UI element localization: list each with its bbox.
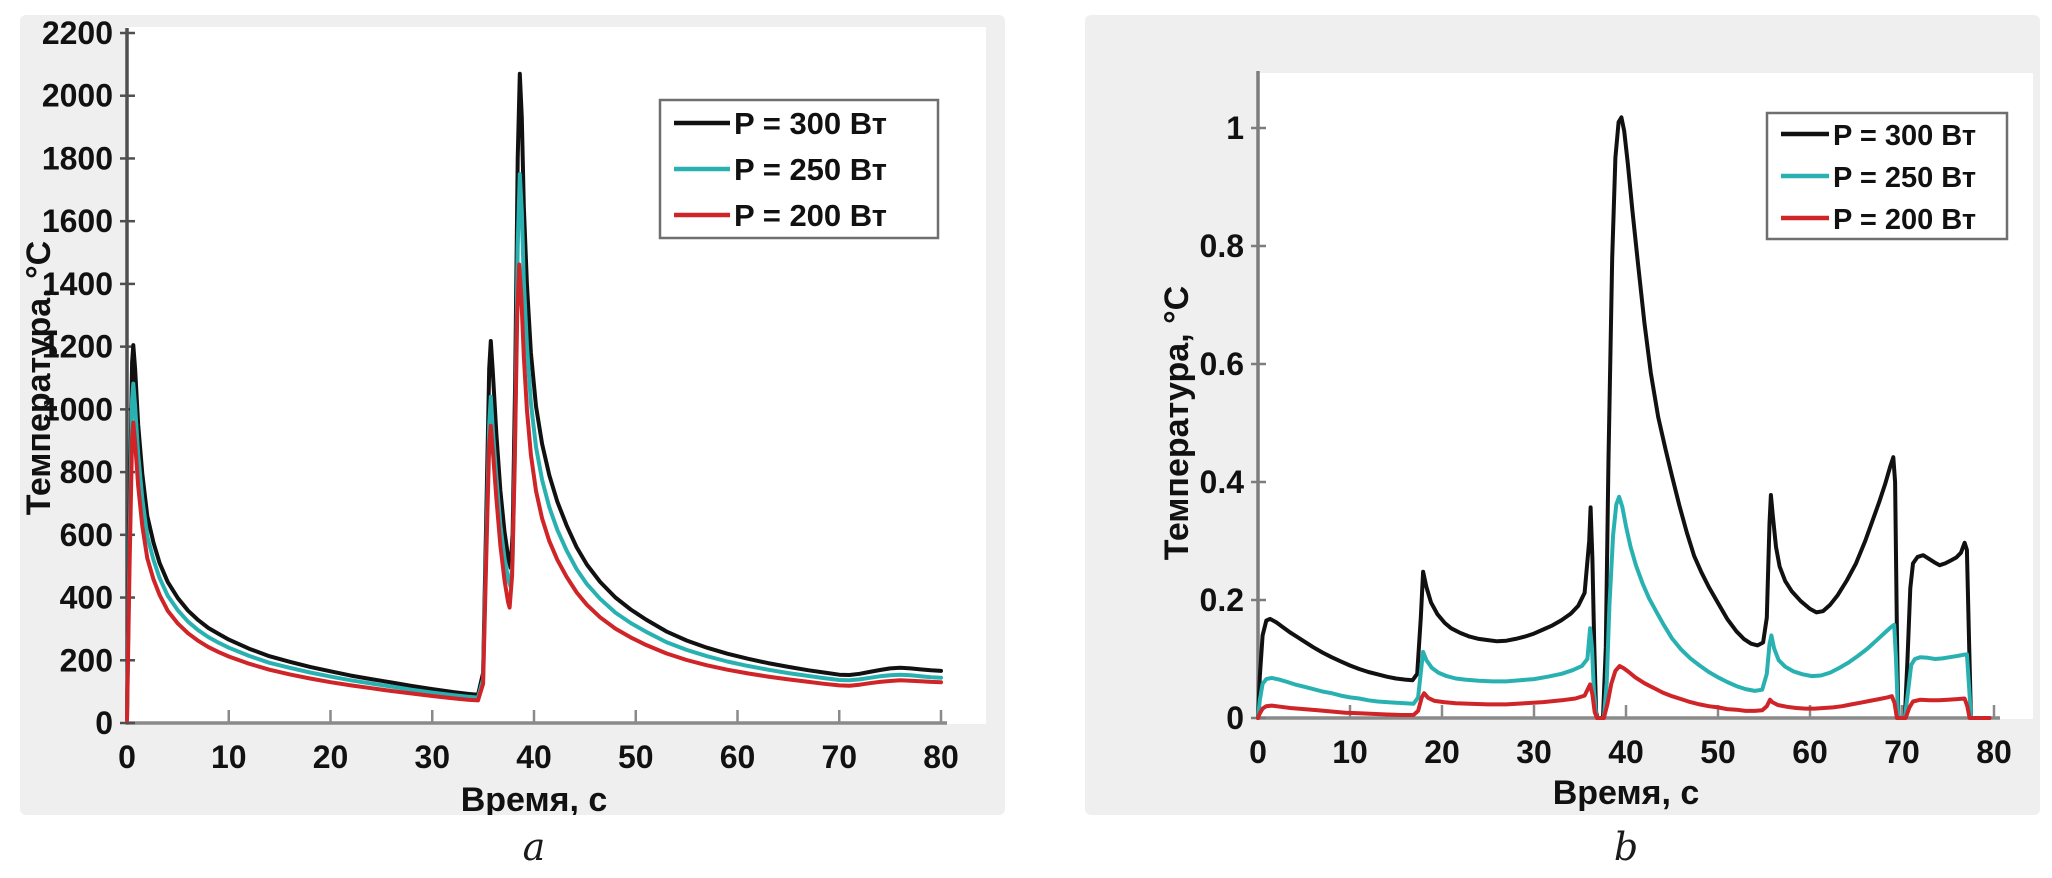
x-tick-label: 40	[516, 739, 552, 775]
y-tick-label: 0.2	[1200, 582, 1244, 618]
legend: P = 300 Вт P = 250 Вт P = 200 Вт	[658, 98, 940, 240]
chart-b-svg: 0 10 20 30 40 50 60 70 80 Время, с 0 0.2 0.4 0.6 0.8 1 Т…	[1158, 71, 2033, 812]
x-tick-label: 30	[1516, 734, 1552, 770]
y-tick-label: 600	[60, 517, 113, 553]
y-tick-label: 2000	[42, 78, 113, 114]
y-tick-label: 1000	[42, 391, 113, 427]
x-tick-label: 80	[923, 739, 959, 775]
x-tick-label: 70	[1884, 734, 1920, 770]
x-tick-label: 10	[1332, 734, 1368, 770]
x-axis-label: Время, с	[461, 781, 608, 815]
y-tick-label: 400	[60, 580, 113, 616]
x-tick-label: 70	[821, 739, 857, 775]
y-tick-label: 200	[60, 642, 113, 678]
series-line-2	[1256, 494, 1992, 720]
y-tick-label: 0	[1226, 700, 1244, 736]
x-tick-label: 50	[1700, 734, 1736, 770]
legend: P = 300 Вт P = 250 Вт P = 200 Вт	[1765, 111, 2009, 241]
series-line-3	[1256, 664, 1992, 720]
chart-a: 0 10 20 30 40 50 60 70 80 Время, с 0 200 400 600 800 10…	[20, 15, 1005, 815]
y-tick-label: 1600	[42, 203, 113, 239]
y-tick-label: 1800	[42, 140, 113, 176]
y-tick-label: 0.4	[1200, 464, 1245, 500]
y-tick-label: 0.8	[1200, 228, 1244, 264]
legend-label-3: P = 200 Вт	[734, 198, 887, 233]
x-tick-label: 60	[720, 739, 756, 775]
legend-label-1: P = 300 Вт	[1833, 120, 1976, 152]
x-tick-label: 20	[1424, 734, 1460, 770]
y-tick-label: 1200	[42, 329, 113, 365]
x-tick-label: 20	[313, 739, 349, 775]
legend-label-2: P = 250 Вт	[1833, 162, 1976, 194]
y-tick-label: 0	[95, 705, 113, 741]
x-axis: 0 10 20 30 40 50 60 70 80 Время, с	[118, 710, 959, 815]
series-line-3	[125, 262, 943, 722]
y-axis: 0 200 400 600 800 1000 1200 1400 1600 1800 2000 220…	[20, 15, 135, 741]
legend-label-2: P = 250 Вт	[734, 152, 887, 187]
chart-b: 0 10 20 30 40 50 60 70 80 Время, с 0 0.2 0.4 0.6 0.8 1 Т…	[1085, 15, 2040, 815]
x-tick-label: 50	[618, 739, 654, 775]
y-tick-label: 0.6	[1200, 346, 1244, 382]
chart-b-panel: 0 10 20 30 40 50 60 70 80 Время, с 0 0.2 0.4 0.6 0.8 1 Т…	[1085, 15, 2040, 815]
y-tick-label: 800	[60, 454, 113, 490]
legend-label-1: P = 300 Вт	[734, 106, 887, 141]
y-tick-label: 1400	[42, 266, 113, 302]
x-tick-label: 60	[1792, 734, 1828, 770]
chart-a-svg: 0 10 20 30 40 50 60 70 80 Время, с 0 200 400 600 800 10…	[20, 15, 986, 815]
chart-a-caption: a	[522, 825, 546, 869]
y-tick-label: 1	[1226, 110, 1244, 146]
x-tick-label: 10	[211, 739, 247, 775]
chart-a-panel: 0 10 20 30 40 50 60 70 80 Время, с 0 200 400 600 800 10…	[20, 15, 1005, 815]
x-axis-label: Время, с	[1553, 774, 1700, 812]
y-tick-label: 2200	[42, 15, 113, 51]
y-axis: 0 0.2 0.4 0.6 0.8 1 Температура, °C	[1158, 71, 1266, 736]
chart-b-caption: b	[1613, 825, 1639, 869]
x-tick-label: 40	[1608, 734, 1644, 770]
legend-label-3: P = 200 Вт	[1833, 204, 1976, 236]
x-axis: 0 10 20 30 40 50 60 70 80 Время, с	[1249, 705, 2012, 812]
x-tick-label: 80	[1976, 734, 2012, 770]
series-line-1	[1256, 115, 1992, 720]
y-axis-label: Температура, °C	[20, 241, 58, 516]
x-tick-label: 0	[1249, 734, 1267, 770]
x-tick-label: 0	[118, 739, 136, 775]
y-axis-label: Температура, °C	[1158, 286, 1196, 561]
x-tick-label: 30	[414, 739, 450, 775]
